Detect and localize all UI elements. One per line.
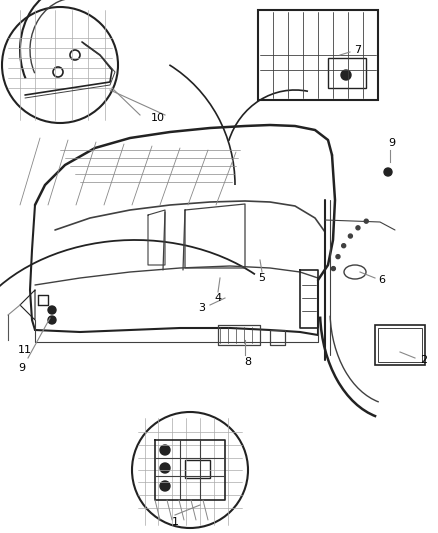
Bar [378,328,422,362]
Text: 6: 6 [378,275,385,285]
Text: 2: 2 [420,355,427,365]
Circle shape [332,266,336,271]
Circle shape [160,463,170,473]
Bar [375,325,425,365]
Text: 7: 7 [354,45,361,55]
Text: 1: 1 [172,517,179,527]
Circle shape [160,445,170,455]
Text: 5: 5 [258,273,265,283]
Circle shape [342,244,346,248]
Circle shape [348,234,353,238]
Text: 11: 11 [18,345,32,355]
Circle shape [364,219,368,223]
Text: 9: 9 [389,138,396,148]
Text: 4: 4 [215,293,222,303]
Circle shape [336,255,340,259]
Text: 8: 8 [244,357,251,367]
Bar [258,10,378,100]
Text: 10: 10 [151,113,165,123]
Circle shape [341,70,351,80]
Circle shape [384,168,392,176]
Circle shape [160,481,170,491]
Circle shape [356,226,360,230]
Bar [328,58,366,88]
Text: 3: 3 [198,303,205,313]
Text: 9: 9 [18,363,25,373]
Circle shape [48,316,56,324]
Circle shape [48,306,56,314]
Bar [185,460,210,478]
